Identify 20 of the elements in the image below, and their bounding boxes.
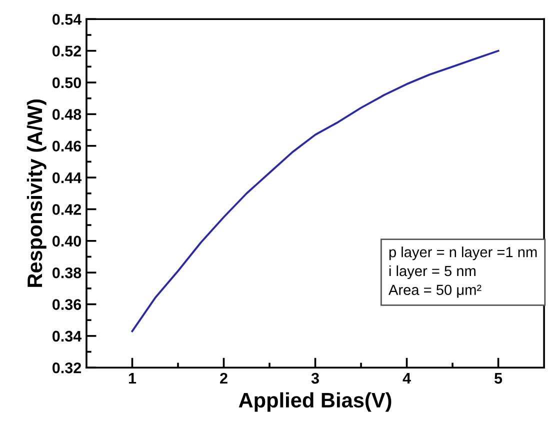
x-axis-title: Applied Bias(V) <box>238 392 392 412</box>
y-tick-label: 0.48 <box>52 109 82 120</box>
y-tick-label: 0.40 <box>52 236 82 247</box>
y-tick-label: 0.38 <box>52 267 82 278</box>
y-tick-label: 0.54 <box>52 14 82 25</box>
y-tick-label: 0.34 <box>52 330 82 342</box>
y-tick-label: 0.42 <box>52 204 82 215</box>
x-tick-label: 2 <box>220 372 228 384</box>
y-tick-label: 0.50 <box>52 77 82 88</box>
x-tick-label: 4 <box>402 373 411 384</box>
x-tick-label: 3 <box>311 372 319 384</box>
annotation: p layer = n layer =1 nm i layer = 5 nm Area = 50 μm² <box>388 246 537 298</box>
x-tick-label: 5 <box>494 373 502 384</box>
y-tick-label: 0.44 <box>52 172 82 184</box>
y-tick-label: 0.36 <box>52 299 82 310</box>
y-tick-label: 0.32 <box>52 362 82 374</box>
x-tick-label: 1 <box>128 373 136 384</box>
y-tick-label: 0.52 <box>52 46 82 56</box>
y-axis-title: Responsivity (A/W) <box>26 99 46 287</box>
y-tick-label: 0.46 <box>52 140 82 152</box>
